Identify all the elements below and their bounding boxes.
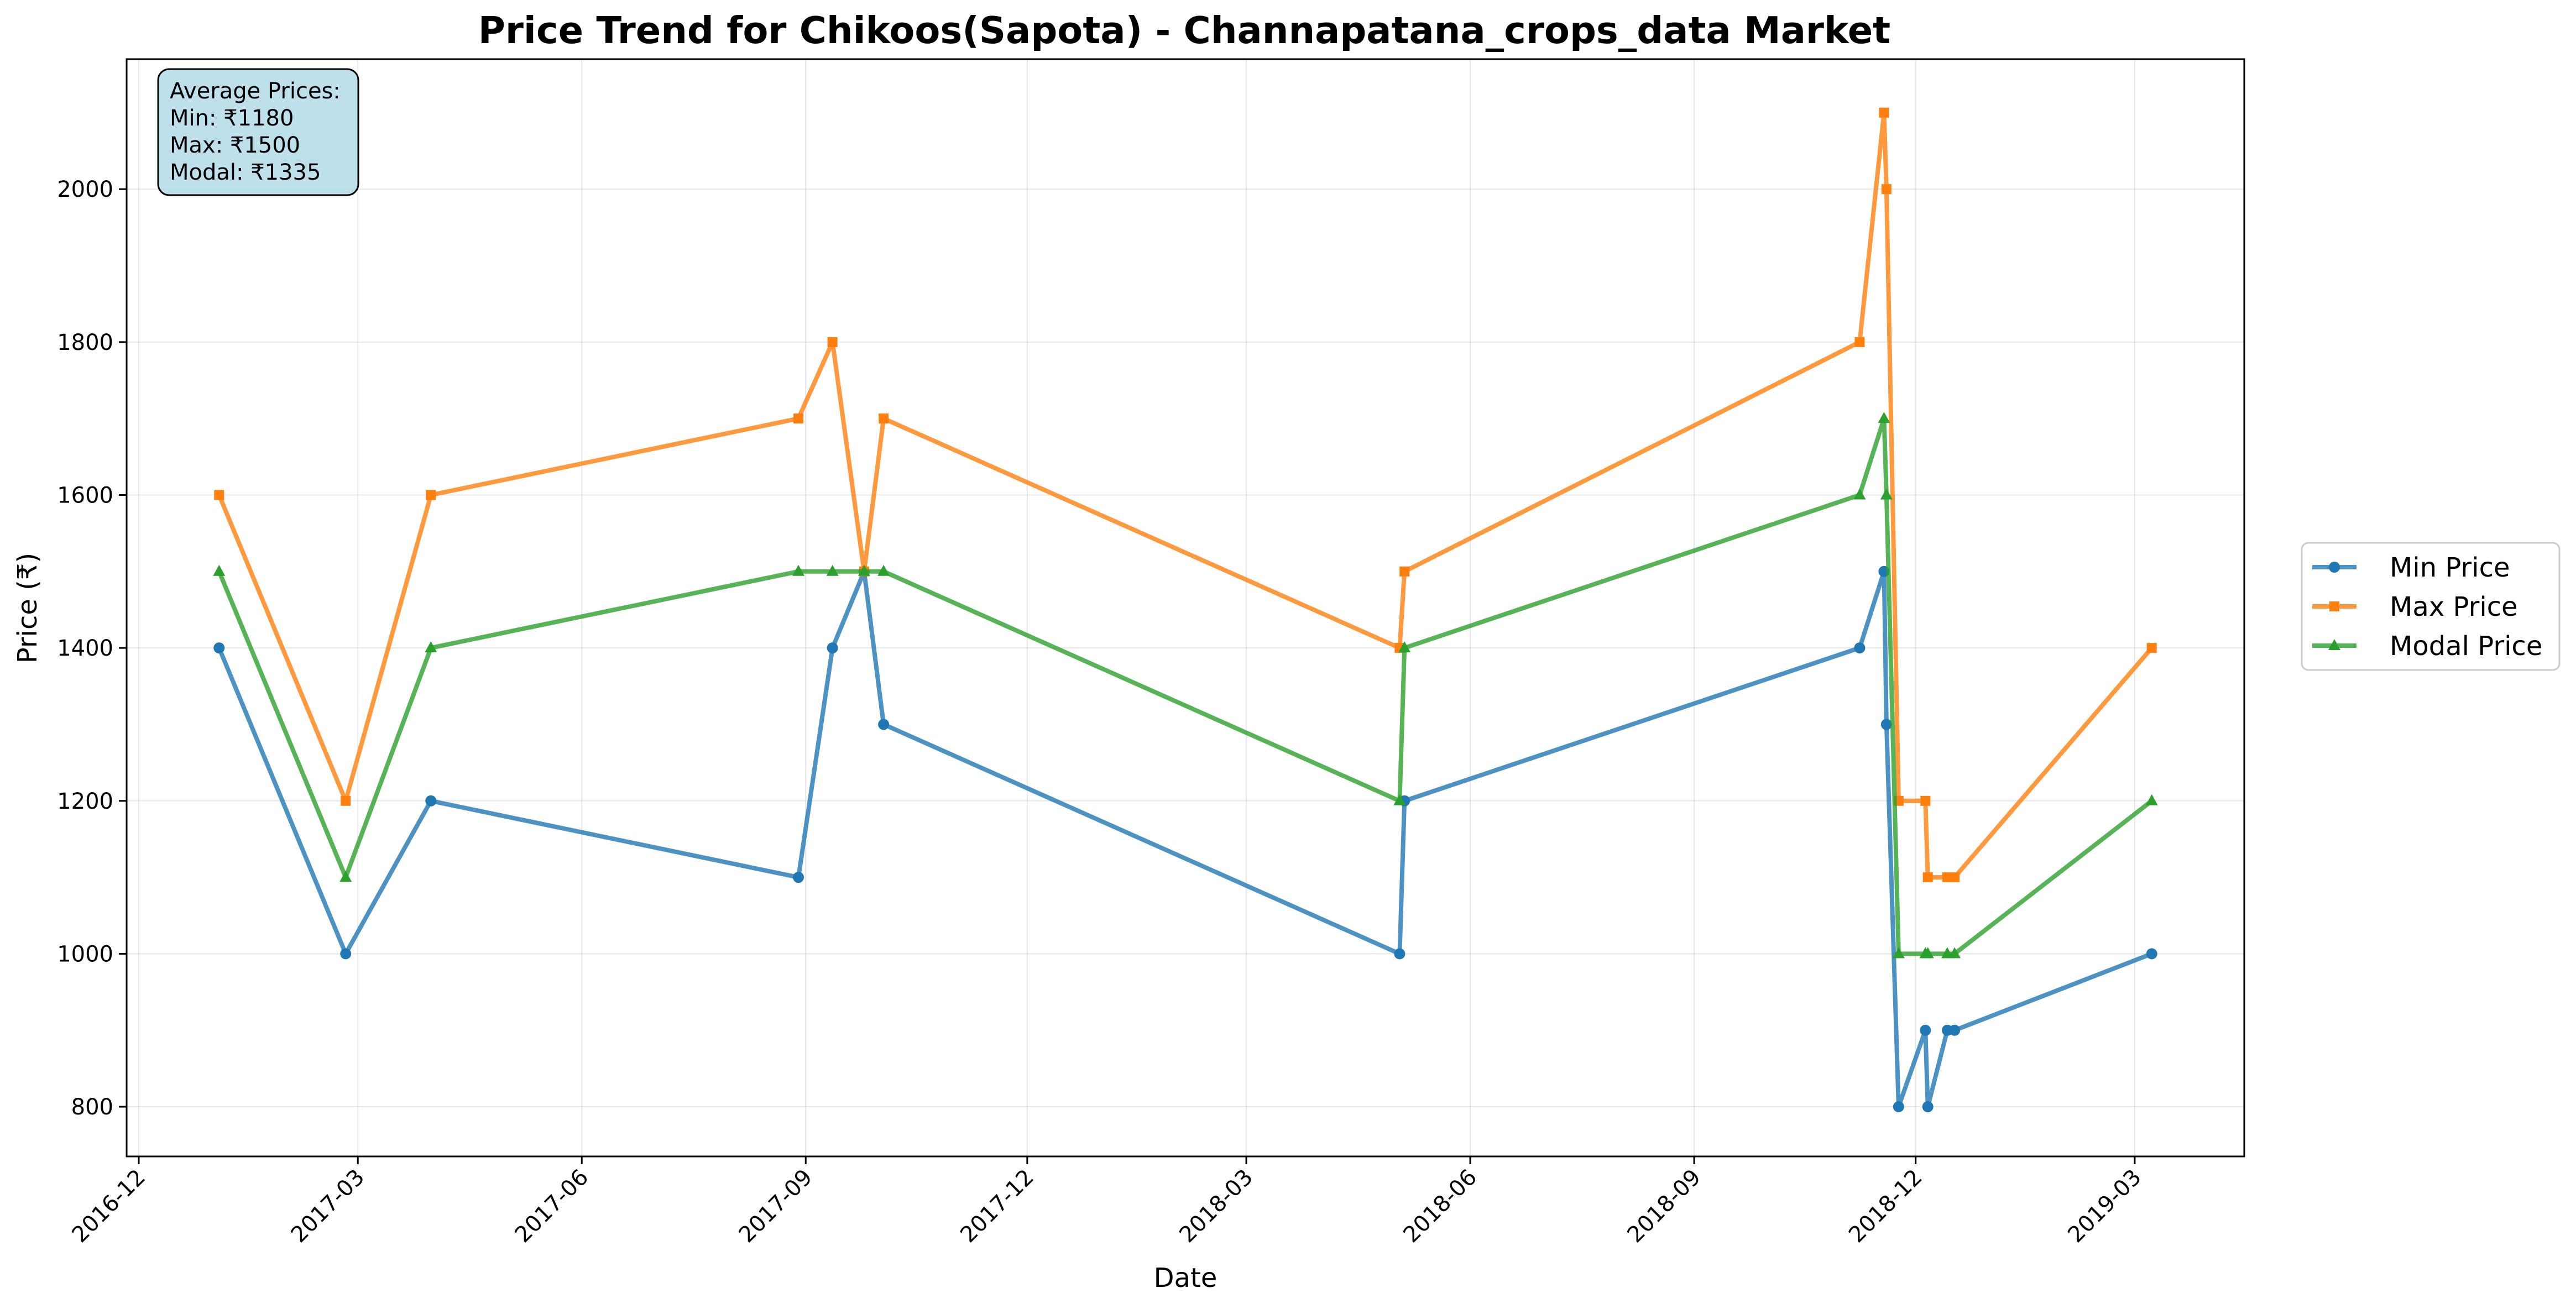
max-price-point [1399,566,1410,577]
legend-marker-modal-price [2328,639,2340,650]
legend-frame [2301,542,2561,671]
x-tick-label: 2017-03 [286,1165,370,1248]
modal-price-point [1878,412,1890,423]
legend-item-max-price: Max Price [2312,591,2518,622]
min-price-point [1880,719,1892,730]
gridlines [127,59,2244,1156]
modal-price-point [1393,794,1406,805]
legend: Min Price Max Price Modal Price [2301,542,2561,671]
chart-title: Price Trend for Chikoos(Sapota) - Channa… [478,9,1890,52]
modal-price-point [425,641,437,653]
y-tick-label: 1800 [57,330,113,355]
max-price-point [1881,184,1891,195]
max-price-point [341,795,351,806]
x-tick-label: 2017-12 [955,1165,1039,1248]
x-tick-label: 2018-12 [1844,1165,1927,1248]
min-price-point [878,719,890,730]
x-tick-label: 2018-06 [1398,1165,1482,1248]
x-axis-label: Date [1154,1263,1218,1294]
max-price-point [426,490,436,500]
legend-label-max-price: Max Price [2390,591,2518,622]
min-price-point [827,642,838,654]
max-price-point [827,337,838,347]
min-price-point [793,872,804,883]
max-price-point [214,490,224,500]
y-tick-label: 800 [71,1095,113,1120]
min-price-point [1893,1101,1904,1113]
min-price-point [2146,948,2157,960]
x-tick-label: 2018-09 [1622,1165,1706,1248]
modal-price-point [792,564,805,576]
legend-marker-max-price [2329,601,2339,611]
legend-label-modal-price: Modal Price [2390,631,2542,662]
modal-price-point [877,564,890,576]
series-modal-price [213,412,2158,959]
max-price-point [1922,872,1933,883]
average-max-price: Max: ₹1500 [170,133,300,158]
modal-price-point [1921,947,1934,959]
x-tick-label: 2017-06 [510,1165,594,1248]
min-price-line [217,569,2154,1109]
modal-price-point [1398,641,1411,653]
plot-frame [126,58,2245,1158]
series-min-price [213,566,2157,1113]
min-price-point [213,642,225,654]
min-price-point [1854,642,1866,654]
max-price-point [1950,872,1960,883]
min-price-point [1949,1024,1961,1036]
average-modal-price: Modal: ₹1335 [170,160,321,185]
y-tick-label: 1600 [57,483,113,508]
modal-price-point [1880,488,1893,500]
y-tick-label: 2000 [57,177,113,202]
legend-label-min-price: Min Price [2390,552,2510,583]
min-price-point [1920,1024,1931,1036]
max-price-point [1879,107,1889,118]
series-group [213,107,2158,1113]
x-tick-label: 2017-09 [734,1165,818,1248]
legend-items: Min Price Max Price Modal Price [2312,552,2542,662]
max-price-point [1854,337,1865,347]
max-price-point [2146,643,2157,653]
max-price-point [879,413,889,424]
legend-item-modal-price: Modal Price [2312,631,2542,662]
x-tick-label: 2019-03 [2063,1165,2146,1248]
y-tick-label: 1200 [57,789,113,814]
average-min-price: Min: ₹1180 [170,106,294,131]
modal-price-point [1948,947,1961,959]
legend-marker-min-price [2329,562,2340,573]
modal-price-point [858,564,870,576]
max-price-point [793,413,804,424]
y-tick-label: 1400 [57,636,113,661]
min-price-point [1394,948,1405,960]
modal-price-point [1892,947,1905,959]
y-axis-label: Price (₹) [12,553,43,663]
x-tick-label: 2018-03 [1174,1165,1258,1248]
average-prices-box-background [157,68,359,196]
min-price-point [340,948,352,960]
average-prices-heading: Average Prices: [170,78,341,104]
min-price-point [425,795,437,807]
x-tick-label: 2016-12 [67,1165,150,1248]
modal-price-point [339,871,352,882]
max-price-point [1920,795,1931,806]
average-prices-box: Average Prices: Min: ₹1180 Max: ₹1500 Mo… [157,68,359,196]
modal-price-point [826,564,839,576]
modal-price-point [1853,488,1866,500]
min-price-point [1922,1101,1934,1113]
legend-item-min-price: Min Price [2312,552,2510,583]
modal-price-point [213,564,226,576]
modal-price-point [2145,794,2158,805]
y-tick-label: 1000 [57,941,113,967]
